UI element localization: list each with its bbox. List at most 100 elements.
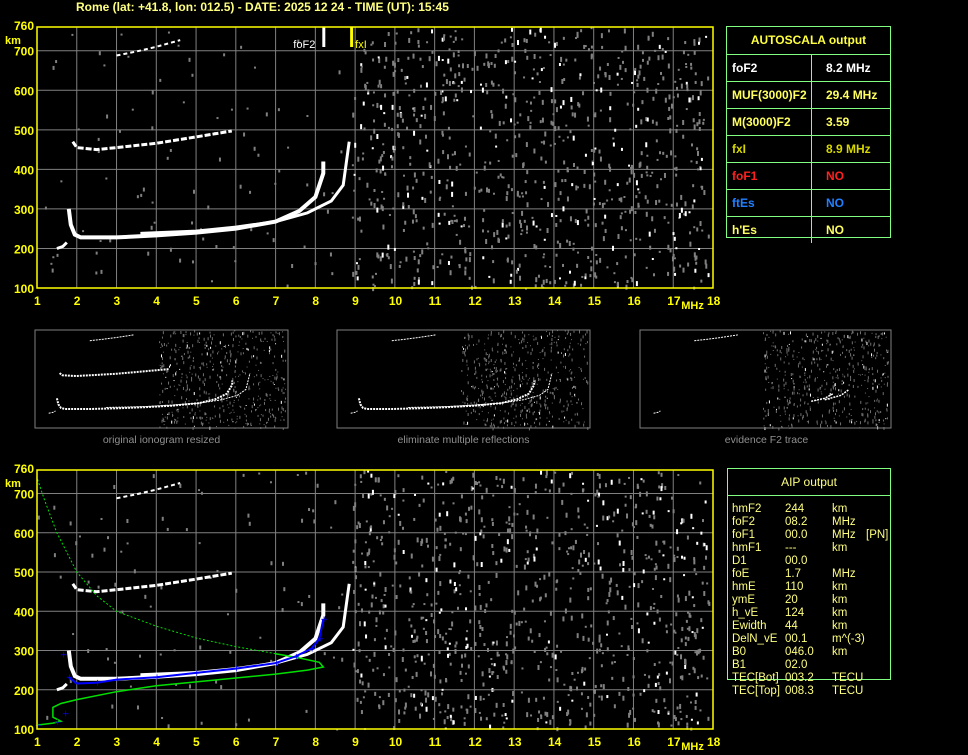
noise-dot — [538, 90, 541, 95]
noise-dot — [587, 596, 590, 601]
noise-dot — [464, 145, 467, 148]
noise-dot — [695, 573, 698, 576]
noise-dot — [466, 397, 468, 401]
noise-dot — [462, 405, 464, 408]
o-trace — [357, 380, 536, 410]
noise-dot — [492, 689, 495, 692]
noise-dot — [486, 420, 488, 423]
noise-dot — [513, 425, 515, 427]
noise-dot — [255, 335, 257, 338]
noise-dot — [221, 397, 223, 400]
noise-dot — [454, 36, 457, 41]
noise-dot — [464, 354, 466, 357]
noise-dot — [624, 229, 627, 232]
noise-dot — [608, 163, 611, 168]
noise-dot — [447, 126, 450, 130]
noise-dot — [474, 535, 477, 541]
noise-dot — [443, 212, 446, 216]
noise-dot — [393, 548, 396, 553]
noise-dot — [425, 706, 428, 712]
noise-dot — [550, 87, 553, 93]
noise-dot — [483, 419, 485, 421]
noise-dot — [360, 124, 363, 130]
noise-dot — [806, 385, 808, 388]
noise-dot — [547, 201, 550, 207]
noise-dot — [867, 351, 869, 355]
noise-dot — [674, 650, 677, 655]
noise-dot — [592, 202, 595, 206]
noise-dot — [433, 674, 436, 679]
noise-dot — [514, 97, 517, 103]
window-title: Rome (lat: +41.8, lon: 012.5) - DATE: 20… — [76, 0, 449, 14]
noise-dot — [555, 253, 558, 257]
noise-dot — [669, 661, 672, 664]
noise-dot — [612, 616, 615, 621]
noise-dot — [817, 334, 819, 338]
noise-dot — [663, 172, 666, 178]
noise-dot — [160, 367, 162, 370]
noise-dot — [566, 170, 569, 173]
noise-dot — [559, 706, 562, 711]
noise-dot — [159, 364, 161, 366]
noise-dot — [457, 54, 460, 57]
noise-dot — [637, 602, 640, 608]
noise-dot — [450, 219, 453, 222]
noise-dot — [676, 556, 679, 559]
noise-dot — [377, 56, 380, 59]
noise-dot — [665, 154, 668, 158]
noise-dot — [275, 368, 277, 371]
noise-dot — [282, 331, 284, 333]
noise-dot — [586, 533, 589, 536]
noise-dot — [193, 425, 195, 427]
noise-dot — [234, 386, 236, 389]
noise-dot — [525, 344, 527, 348]
noise-dot — [478, 509, 481, 515]
noise-dot — [656, 158, 659, 161]
noise-dot — [851, 341, 853, 345]
noise-dot — [546, 397, 548, 399]
noise-dot — [636, 535, 639, 539]
noise-dot — [516, 395, 518, 397]
noise-dot — [673, 167, 676, 170]
noise-dot — [481, 87, 484, 93]
noise-dot — [479, 695, 482, 701]
noise-dot — [421, 196, 424, 200]
noise-dot — [587, 381, 589, 385]
noise-dot — [190, 332, 192, 336]
noise-dot — [626, 181, 629, 185]
noise-dot — [487, 380, 489, 382]
noise-dot — [475, 171, 478, 174]
noise-dot — [806, 421, 808, 423]
noise-dot — [505, 641, 508, 647]
noise-dot — [560, 361, 562, 364]
noise-dot — [467, 367, 469, 371]
noise-dot — [419, 139, 422, 145]
noise-dot — [426, 149, 429, 152]
noise-dot — [428, 162, 431, 168]
noise-dot — [105, 648, 108, 651]
noise-dot — [554, 387, 556, 391]
noise-dot — [353, 589, 356, 594]
noise-dot — [245, 405, 247, 407]
noise-dot — [684, 636, 687, 640]
y-tick-label: 700 — [14, 488, 34, 502]
noise-dot — [184, 401, 186, 405]
noise-dot — [453, 581, 456, 586]
noise-dot — [655, 565, 658, 570]
noise-dot — [213, 334, 215, 336]
noise-dot — [50, 262, 53, 265]
noise-dot — [550, 479, 553, 484]
noise-dot — [568, 270, 571, 274]
noise-dot — [259, 381, 261, 383]
noise-dot — [129, 685, 132, 688]
noise-dot — [662, 540, 665, 543]
noise-dot — [535, 535, 538, 540]
noise-dot — [598, 202, 601, 206]
noise-dot — [282, 359, 284, 362]
noise-dot — [562, 36, 565, 40]
noise-dot — [534, 379, 536, 383]
noise-dot — [586, 116, 589, 122]
noise-dot — [686, 695, 689, 698]
noise-dot — [616, 72, 619, 76]
noise-dot — [673, 257, 676, 260]
